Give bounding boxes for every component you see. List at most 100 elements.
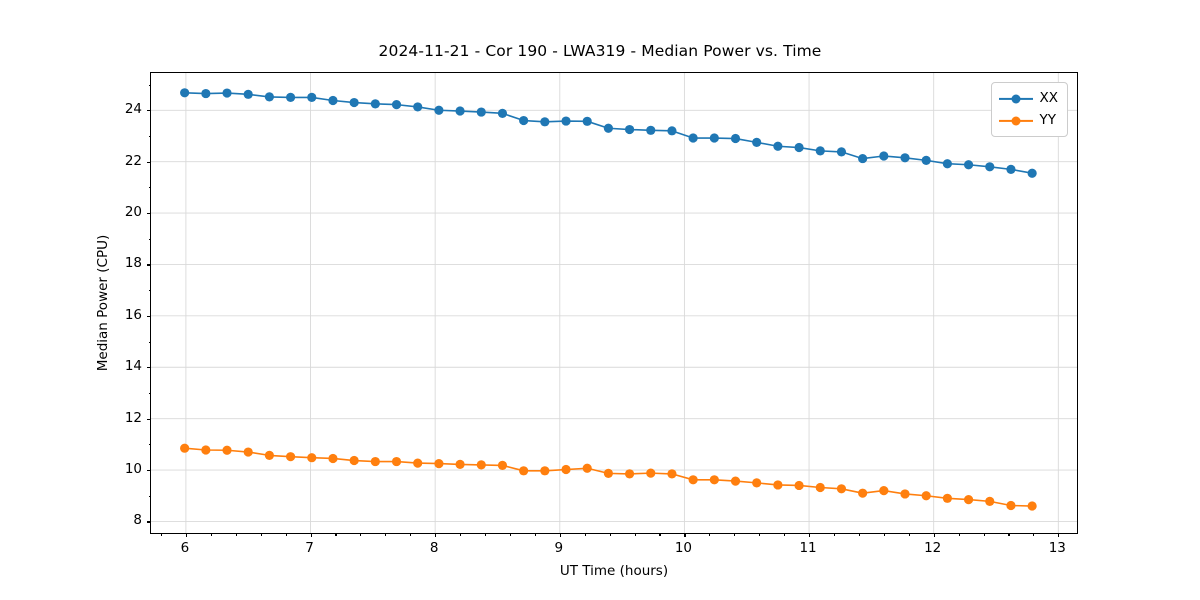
data-point-xx (985, 162, 995, 172)
x-minor-tick (534, 533, 536, 536)
x-minor-tick (908, 533, 910, 536)
data-point-yy (201, 445, 211, 455)
data-point-yy (942, 493, 952, 503)
data-point-yy (455, 459, 465, 469)
data-point-xx (794, 142, 804, 153)
legend-swatch-yy (998, 116, 1033, 126)
x-tick-label-13: 13 (1048, 540, 1066, 556)
x-minor-tick (235, 533, 237, 536)
y-tick-mark (147, 213, 151, 215)
legend[interactable]: XX YY (990, 82, 1068, 137)
data-point-xx (1006, 164, 1016, 174)
plot-area: XX YY (147, 72, 1078, 537)
x-minor-tick (759, 533, 761, 536)
data-point-xx (709, 133, 719, 143)
y-minor-tick (148, 444, 151, 446)
y-tick-label-22: 22 (124, 152, 142, 169)
data-point-yy (1006, 500, 1016, 511)
data-point-yy (497, 460, 508, 471)
data-point-yy (413, 458, 423, 468)
x-minor-tick (584, 533, 586, 536)
y-minor-tick (148, 135, 151, 138)
x-minor-tick (410, 533, 412, 536)
data-point-xx (836, 147, 847, 157)
y-minor-tick (148, 84, 151, 86)
y-tick-label-12: 12 (124, 409, 142, 426)
y-tick-mark (147, 161, 151, 163)
y-tick-label-18: 18 (124, 255, 142, 272)
x-axis-label: UT Time (hours) (559, 563, 669, 579)
legend-item-xx[interactable]: XX (998, 89, 1058, 108)
data-point-xx (497, 108, 508, 118)
x-minor-tick (983, 533, 985, 536)
data-point-yy (815, 482, 825, 493)
x-minor-tick (958, 533, 960, 536)
data-point-xx (963, 160, 974, 170)
y-minor-tick (148, 238, 151, 240)
legend-item-yy[interactable]: YY (998, 111, 1059, 130)
data-point-xx (815, 146, 825, 156)
y-tick-mark (147, 367, 151, 369)
data-point-yy (900, 489, 910, 499)
x-minor-tick (210, 533, 212, 536)
data-point-xx (688, 133, 698, 143)
y-tick-label-8: 8 (133, 512, 142, 529)
data-point-yy (540, 466, 550, 476)
x-minor-tick (509, 533, 512, 536)
x-minor-tick (734, 533, 736, 536)
data-point-xx (307, 92, 317, 103)
x-tick-mark (435, 533, 437, 537)
x-tick-label-9: 9 (554, 540, 564, 556)
x-minor-tick (858, 533, 860, 536)
data-point-xx (752, 137, 762, 147)
x-minor-tick (1008, 533, 1010, 536)
x-tick-mark (809, 533, 811, 537)
data-point-yy (434, 459, 444, 469)
data-point-xx (730, 133, 741, 144)
y-tick-mark (147, 264, 151, 266)
y-tick-mark (147, 470, 151, 472)
data-point-yy (264, 450, 274, 460)
data-point-xx (391, 100, 402, 110)
x-tick-mark (933, 533, 935, 537)
x-minor-tick (160, 533, 163, 536)
data-point-xx (540, 117, 550, 127)
data-point-xx (879, 151, 889, 161)
x-minor-tick (285, 533, 287, 536)
data-point-yy (773, 480, 783, 490)
data-point-yy (476, 460, 486, 470)
data-point-yy (582, 463, 592, 473)
y-tick-mark (147, 315, 151, 317)
legend-marker-xx (1011, 94, 1020, 103)
y-tick-label-10: 10 (124, 461, 142, 478)
data-point-yy (519, 466, 529, 476)
data-point-yy (561, 464, 571, 475)
x-minor-tick (833, 533, 836, 536)
x-minor-tick (709, 533, 711, 536)
data-point-yy (794, 480, 804, 491)
x-tick-label-12: 12 (924, 540, 942, 556)
data-point-xx (646, 125, 656, 135)
data-point-yy (307, 453, 317, 463)
data-point-xx (561, 116, 571, 126)
data-point-xx (222, 88, 232, 98)
y-minor-tick (148, 187, 151, 189)
data-point-yy (391, 456, 402, 467)
data-point-xx (1027, 168, 1037, 178)
data-point-yy (730, 476, 741, 486)
data-point-xx (624, 124, 635, 135)
data-point-yy (879, 486, 889, 496)
data-point-xx (921, 155, 931, 165)
data-point-xx (858, 153, 868, 164)
data-point-xx (413, 102, 423, 112)
data-point-yy (180, 443, 190, 453)
x-tick-mark (310, 533, 312, 537)
x-minor-tick (485, 533, 487, 536)
data-point-yy (752, 478, 762, 488)
data-point-xx (285, 92, 296, 103)
y-minor-tick (148, 341, 151, 343)
x-minor-tick (784, 533, 786, 536)
data-point-yy (646, 468, 656, 478)
y-minor-tick (148, 290, 151, 292)
